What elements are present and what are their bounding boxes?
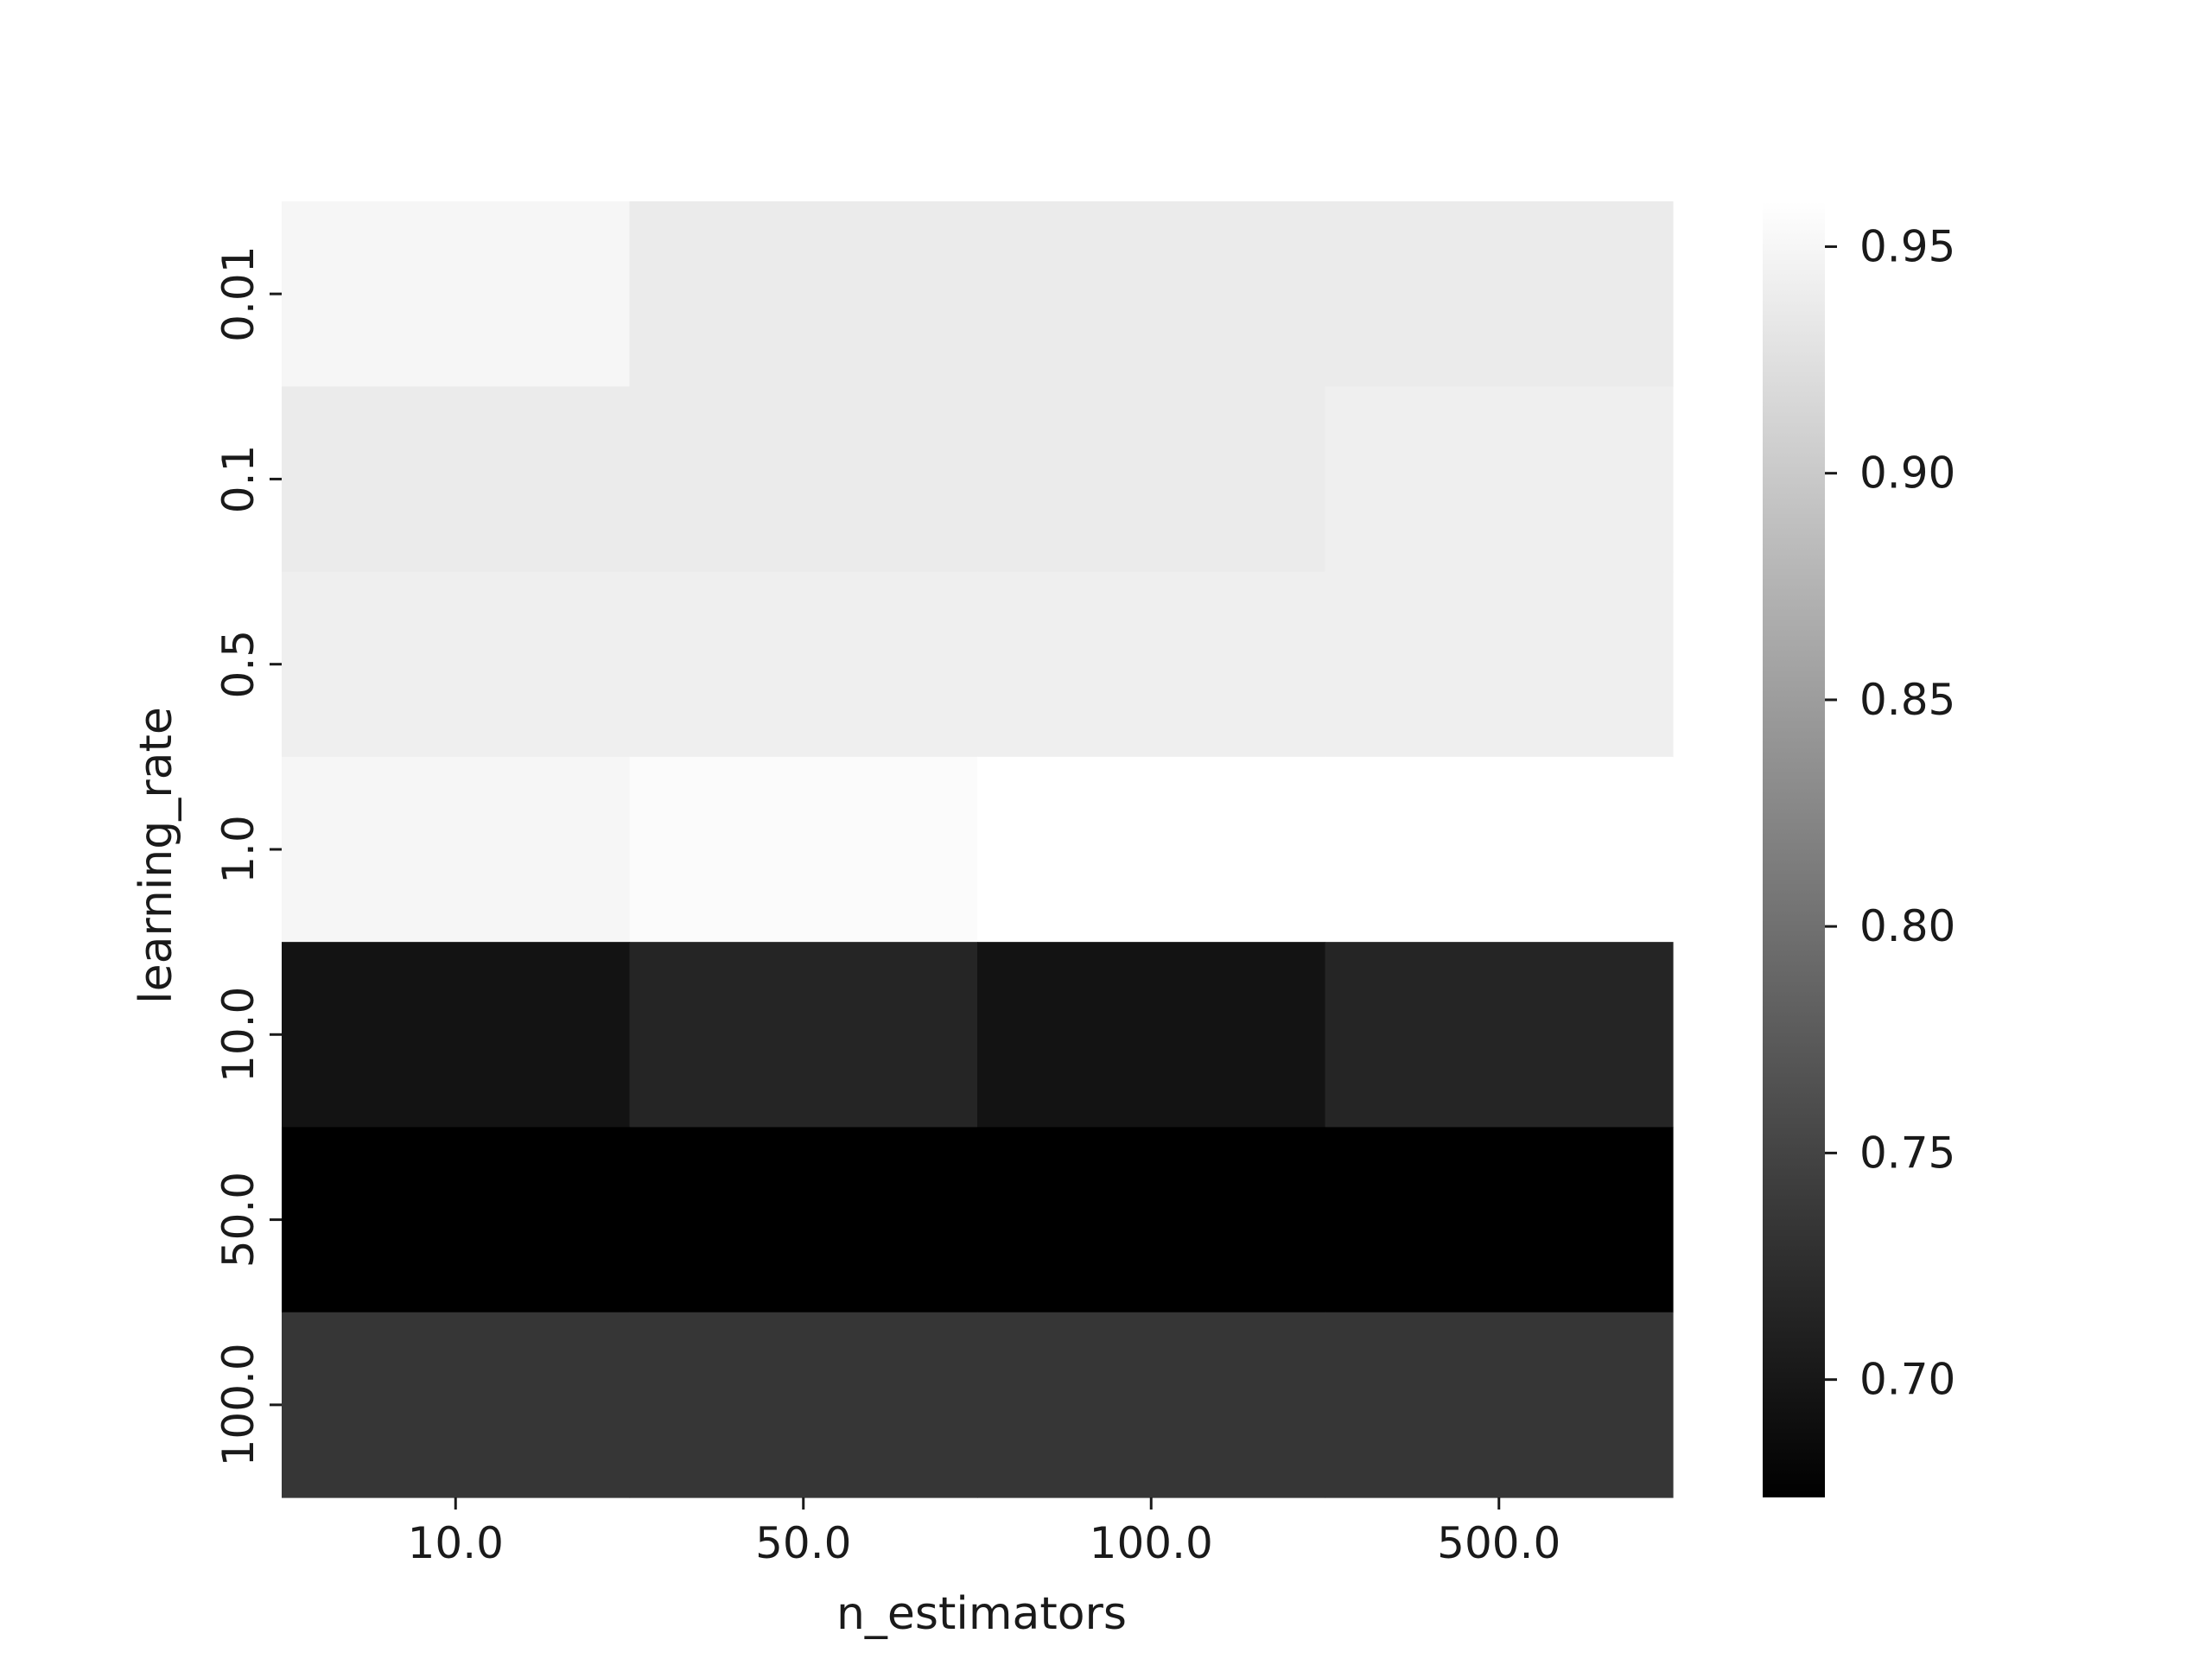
y-tick-label: 0.5 <box>213 630 264 699</box>
x-tick-label: 500.0 <box>1437 1518 1560 1568</box>
heatmap-cell-0.01-500.0 <box>1325 201 1674 387</box>
colorbar-tick-label: 0.85 <box>1859 675 1955 725</box>
x-tick-label: 100.0 <box>1090 1518 1213 1568</box>
heatmap-cell-1.0-500.0 <box>1325 756 1674 943</box>
heatmap-cell-50.0-50.0 <box>629 1127 978 1313</box>
y-tick-label: 100.0 <box>213 1343 264 1466</box>
y-tick-label: 0.1 <box>213 445 264 514</box>
heatmap-cell-0.1-10.0 <box>282 386 631 573</box>
x-axis-ticks: 10.0 50.0 100.0 500.0 <box>408 1497 1560 1568</box>
heatmap-cell-0.01-100.0 <box>977 201 1326 387</box>
heatmap-cell-0.1-500.0 <box>1325 386 1674 573</box>
heatmap-cell-100.0-50.0 <box>629 1312 978 1498</box>
heatmap-cell-1.0-100.0 <box>977 756 1326 943</box>
heatmap-cell-10.0-50.0 <box>629 942 978 1128</box>
colorbar-tick-label: 0.90 <box>1859 448 1955 499</box>
colorbar-tick-label: 0.95 <box>1859 221 1955 271</box>
y-tick-label: 10.0 <box>213 987 264 1083</box>
heatmap-cell-0.01-50.0 <box>629 201 978 387</box>
heatmap-cell-100.0-500.0 <box>1325 1312 1674 1498</box>
y-tick-label: 1.0 <box>213 815 264 884</box>
x-tick-label: 10.0 <box>408 1518 504 1568</box>
y-tick-label: 0.01 <box>213 245 264 341</box>
heatmap-cell-10.0-10.0 <box>282 942 631 1128</box>
heatmap-cell-10.0-100.0 <box>977 942 1326 1128</box>
heatmap-cell-0.1-50.0 <box>629 386 978 573</box>
x-tick-label: 50.0 <box>755 1518 851 1568</box>
heatmap-cell-0.5-100.0 <box>977 571 1326 758</box>
colorbar-tick-label: 0.75 <box>1859 1128 1955 1178</box>
heatmap-cell-0.5-10.0 <box>282 571 631 758</box>
heatmap-cell-10.0-500.0 <box>1325 942 1674 1128</box>
heatmap-cell-0.5-50.0 <box>629 571 978 758</box>
colorbar-tick-label: 0.80 <box>1859 901 1955 951</box>
x-axis-label: n_estimators <box>836 1588 1127 1640</box>
y-axis-ticks: 0.01 0.1 0.5 1.0 10.0 50.0 100.0 <box>213 245 282 1466</box>
colorbar-tick-label: 0.70 <box>1859 1355 1955 1405</box>
heatmap-cell-0.5-500.0 <box>1325 571 1674 758</box>
heatmap-cell-50.0-100.0 <box>977 1127 1326 1313</box>
colorbar <box>1763 201 1825 1497</box>
y-tick-label: 50.0 <box>213 1172 264 1268</box>
heatmap-cell-1.0-10.0 <box>282 756 631 943</box>
heatmap-cell-50.0-10.0 <box>282 1127 631 1313</box>
y-axis-label: learning_rate <box>130 707 182 1004</box>
heatmap-cell-0.1-100.0 <box>977 386 1326 573</box>
heatmap-cell-0.01-10.0 <box>282 201 631 387</box>
heatmap-cell-100.0-10.0 <box>282 1312 631 1498</box>
heatmap-cell-100.0-100.0 <box>977 1312 1326 1498</box>
heatmap-cells <box>282 201 1674 1498</box>
heatmap-cell-50.0-500.0 <box>1325 1127 1674 1313</box>
colorbar-ticks: 0.70 0.75 0.80 0.85 0.90 0.95 <box>1825 221 1955 1405</box>
heatmap-cell-1.0-50.0 <box>629 756 978 943</box>
